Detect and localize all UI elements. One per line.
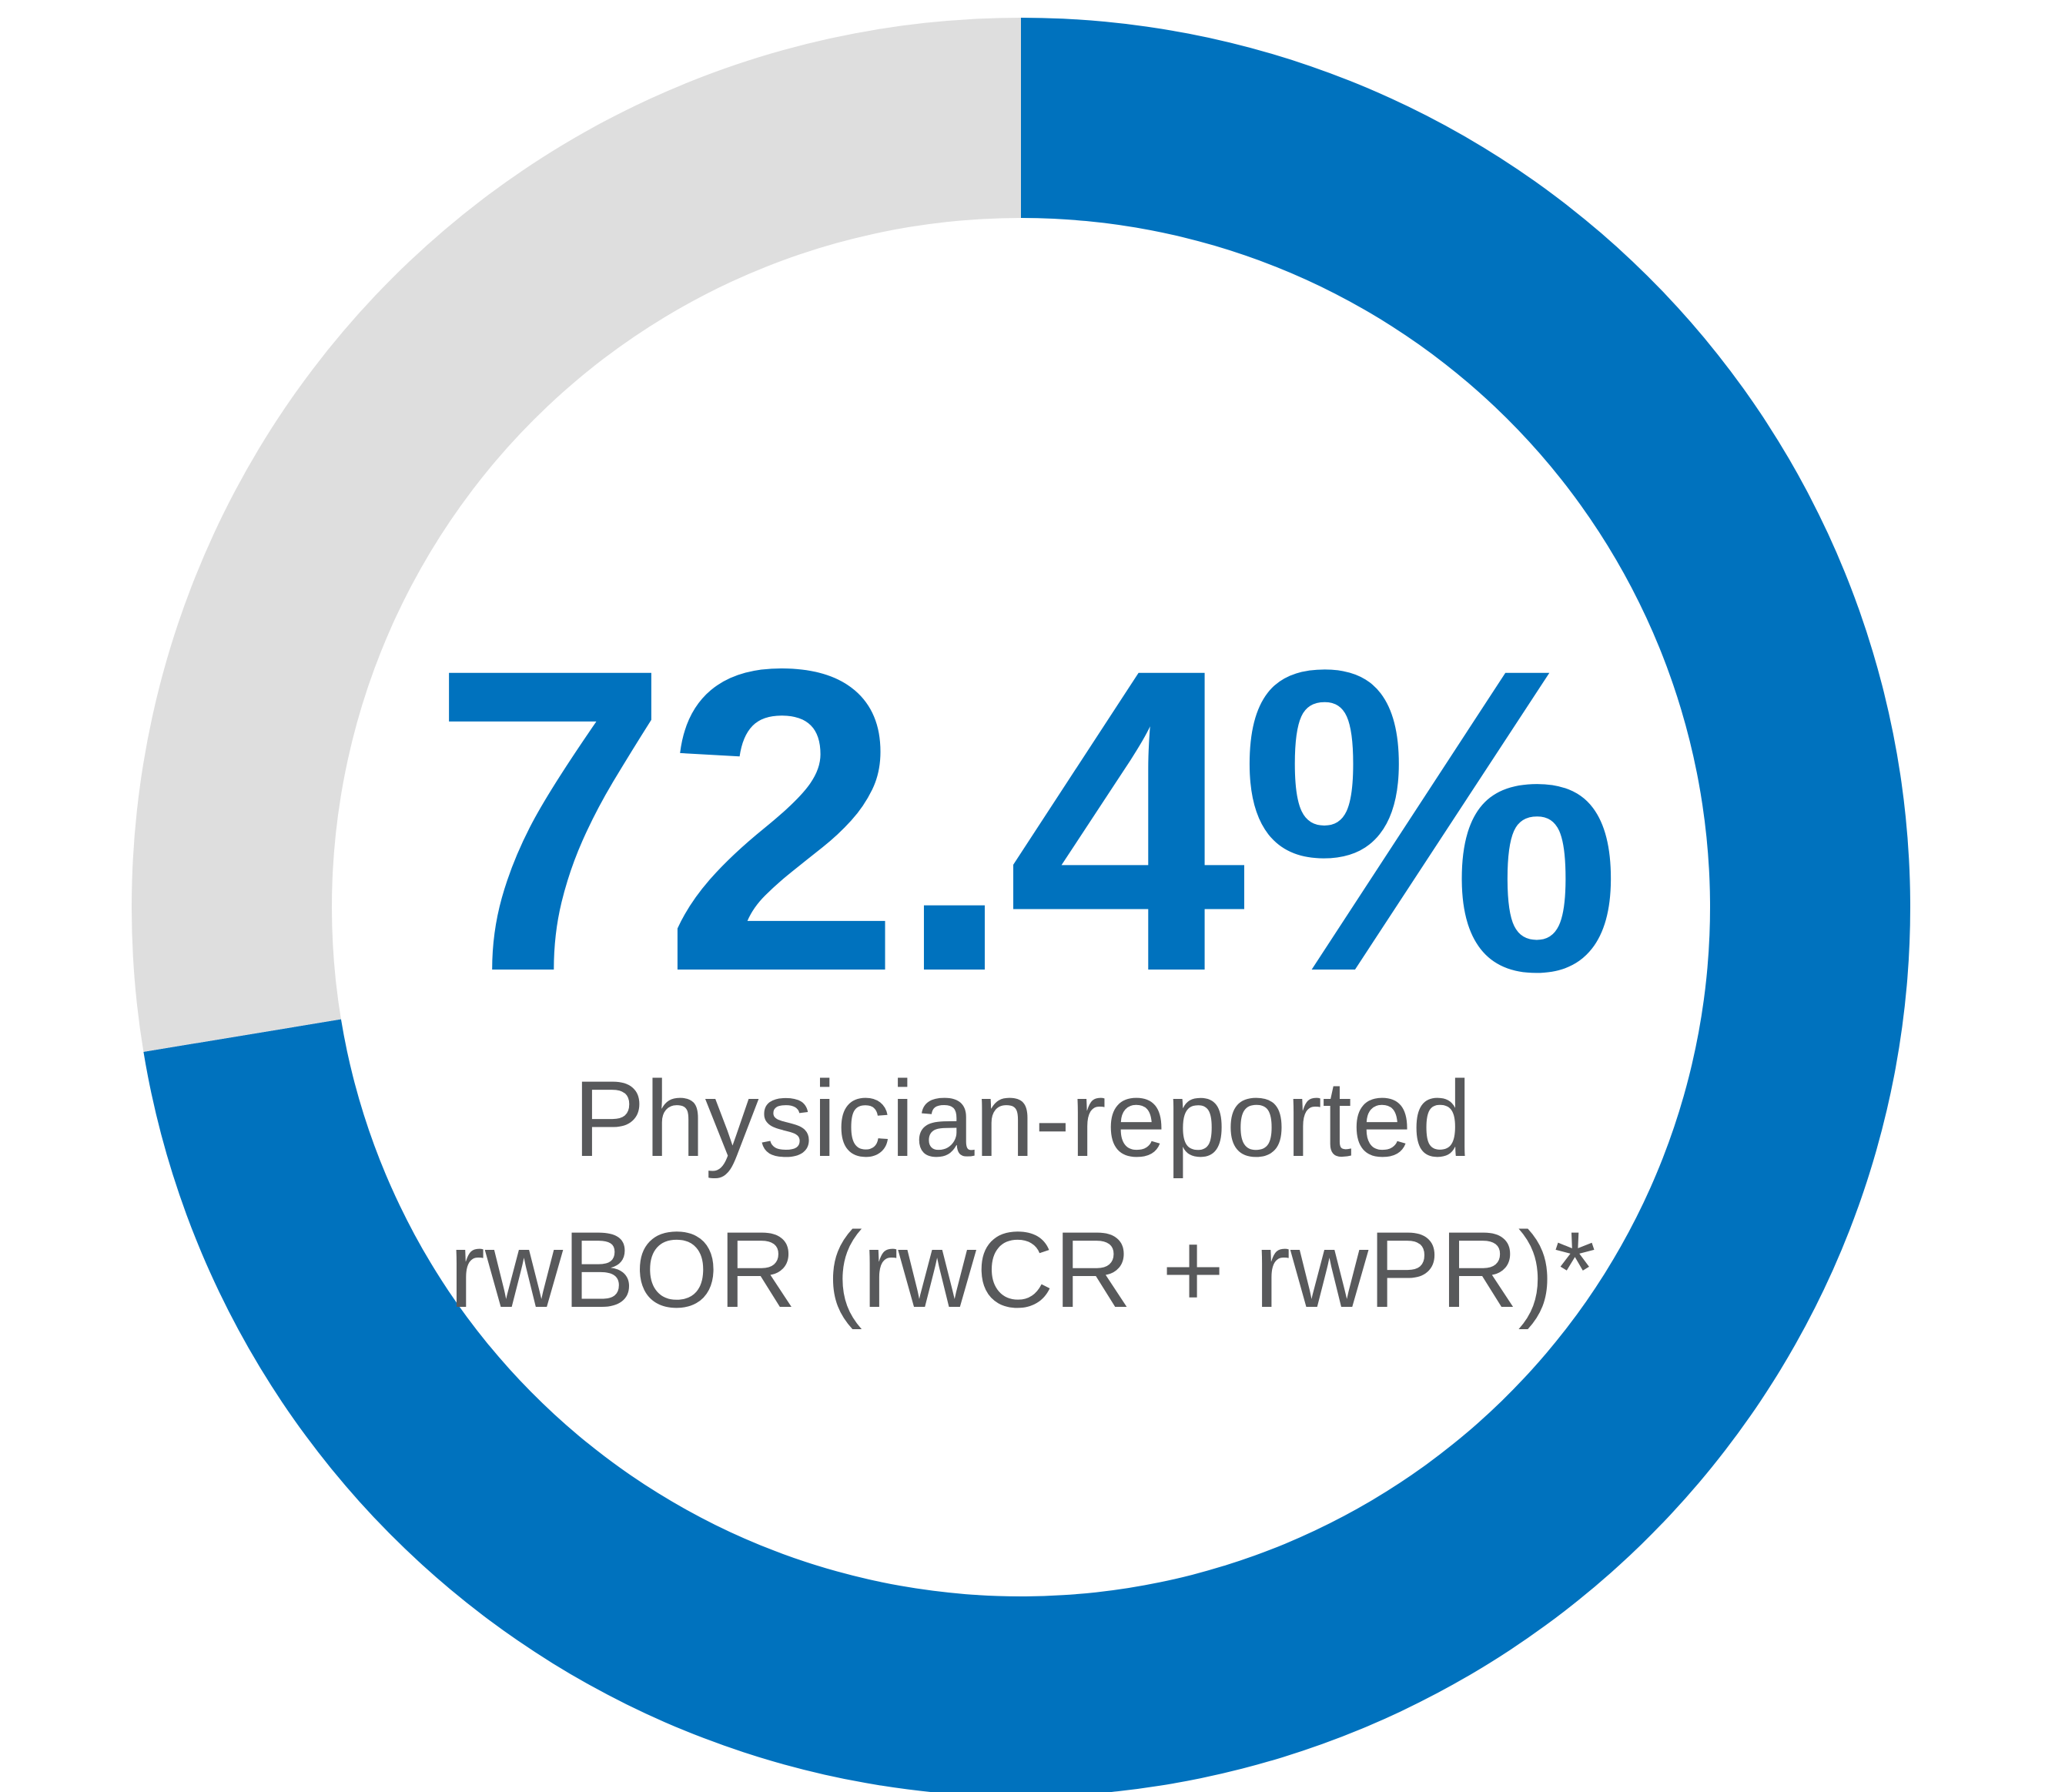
center-value: 72.4%: [430, 579, 1622, 1061]
caption-line-2: rwBOR (rwCR + rwPR)*: [449, 1209, 1596, 1330]
caption-line-1: Physician-reported: [573, 1058, 1472, 1179]
slice-remainder: [131, 18, 1021, 1052]
chart-caption: Physician-reported rwBOR (rwCR + rwPR)*: [330, 1043, 1715, 1345]
